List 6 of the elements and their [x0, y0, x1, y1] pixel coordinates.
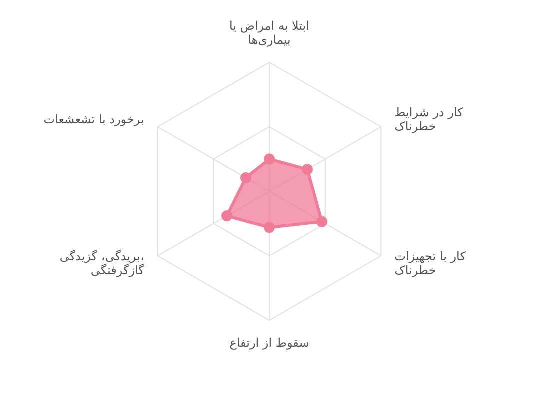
spoke-label: کار با تجهیزات خطرناک: [394, 250, 466, 278]
spoke-label: ابتلا به امراض یا بیماری‌ها: [230, 19, 310, 48]
spoke-label: برخورد با تشعشعات: [44, 112, 144, 126]
spoke-label: سقوط از ارتفاع: [230, 336, 310, 350]
spoke-label: کار در شرایط خطرناک: [394, 105, 464, 134]
spoke-label: بریدگی، گزیدگی، گازگرفتگی: [60, 250, 145, 278]
